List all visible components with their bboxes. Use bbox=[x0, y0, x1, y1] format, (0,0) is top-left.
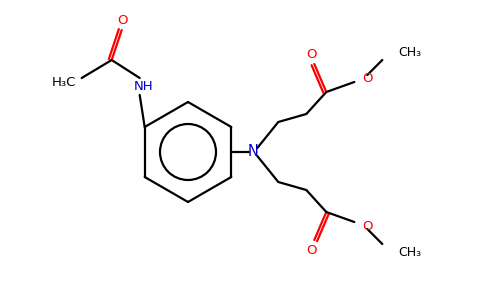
Text: CH₃: CH₃ bbox=[398, 46, 422, 59]
Text: O: O bbox=[306, 244, 317, 257]
Text: O: O bbox=[118, 14, 128, 26]
Text: NH: NH bbox=[134, 80, 153, 92]
Text: O: O bbox=[363, 71, 373, 85]
Text: H₃C: H₃C bbox=[51, 76, 76, 89]
Text: O: O bbox=[306, 47, 317, 61]
Text: O: O bbox=[363, 220, 373, 232]
Text: N: N bbox=[248, 145, 259, 160]
Text: CH₃: CH₃ bbox=[398, 245, 422, 259]
